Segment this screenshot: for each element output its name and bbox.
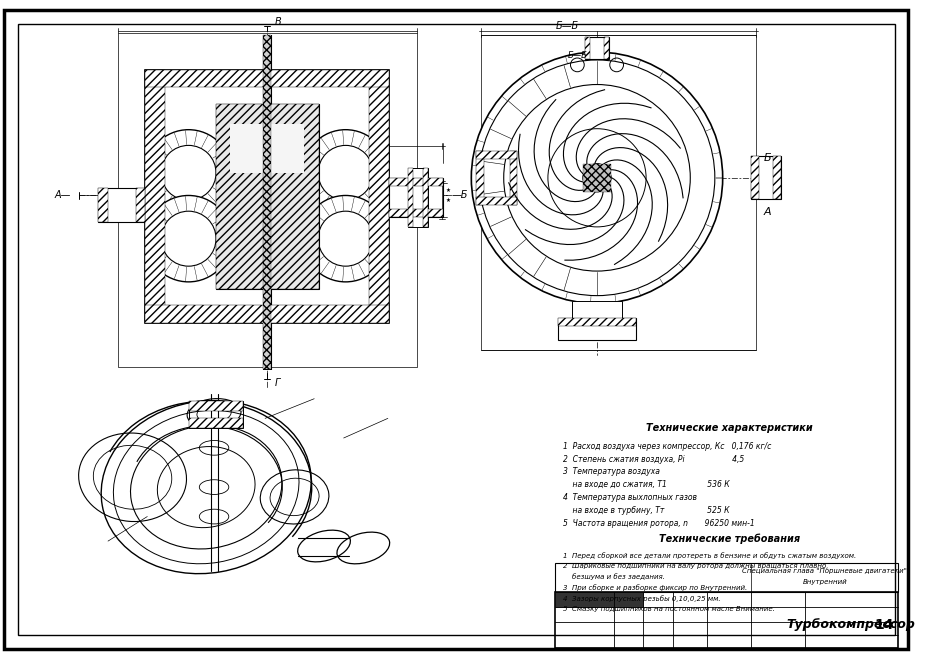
Text: Б: Б [763,153,771,163]
Bar [368,70,389,323]
Text: В: В [275,16,281,26]
Text: Б—Б: Б—Б [555,20,578,30]
Circle shape [161,146,216,200]
Bar [229,124,304,173]
Bar [389,178,443,186]
Text: 2  Степень сжатия воздуха, Pi                    4,5: 2 Степень сжатия воздуха, Pi 4,5 [562,455,743,464]
Bar [216,104,319,289]
Bar [423,168,428,227]
Text: безшума и без заедания.: безшума и без заедания. [562,573,664,581]
Bar [557,318,636,340]
Text: ★: ★ [445,198,450,203]
Text: 1  Расход воздуха через компрессор, Кс   0,176 кг/с: 1 Расход воздуха через компрессор, Кс 0,… [562,442,770,451]
Bar [188,401,242,411]
Bar [751,156,758,200]
Bar [476,152,517,159]
Text: 5  Смазку подшипников на постоянном масле Внимание.: 5 Смазку подшипников на постоянном масле… [562,606,774,612]
Circle shape [229,209,304,284]
Text: 3  Температура воздуха: 3 Температура воздуха [562,467,659,476]
Text: 14: 14 [873,617,893,631]
Bar [554,563,897,592]
Text: Турбокомпрессор: Турбокомпрессор [786,618,915,631]
Text: 4  Зазоры корпусных резьбы 0,10,0,25 мм.: 4 Зазоры корпусных резьбы 0,10,0,25 мм. [562,595,719,602]
Bar [98,188,145,222]
Text: Внутренний: Внутренний [802,579,846,585]
Bar [145,70,389,88]
Circle shape [470,52,722,304]
Circle shape [224,184,247,207]
Circle shape [317,211,373,266]
Circle shape [303,130,389,216]
Bar [145,70,165,323]
Circle shape [303,196,389,282]
Text: —Б: —Б [451,190,468,200]
Bar [263,36,271,369]
Bar [481,36,755,350]
Bar [476,198,517,206]
Text: 3  При сборке и разборке фиксир по Внутренний.: 3 При сборке и разборке фиксир по Внутре… [562,585,746,591]
Text: Технические характеристики: Технические характеристики [646,423,812,433]
Bar [585,38,589,59]
Text: 2  Шариковые подшипники на валу ротора должны вращаться плавно,: 2 Шариковые подшипники на валу ротора до… [562,563,827,569]
Bar [603,38,608,59]
Text: А—: А— [54,190,71,200]
Bar [554,592,897,648]
Text: ★: ★ [445,188,450,193]
Bar [572,301,621,318]
Bar [188,418,242,428]
Text: Специальная глава "Поршневые двигатели": Специальная глава "Поршневые двигатели" [741,567,907,573]
Text: А: А [763,207,771,217]
Bar [751,156,780,200]
Bar [476,152,517,206]
Text: на входе до сжатия, T1                 536 К: на входе до сжатия, T1 536 К [562,480,728,489]
Text: Г: Г [275,378,280,388]
Bar [557,318,636,326]
Bar [583,164,610,192]
Bar [263,36,271,369]
Circle shape [161,211,216,266]
Bar [135,188,145,222]
Bar [389,178,443,217]
Bar [145,305,389,323]
Bar [145,70,389,323]
Bar [408,168,413,227]
Text: 1  Перед сборкой все детали протереть в бензине и обдуть сжатым воздухом.: 1 Перед сборкой все детали протереть в б… [562,552,855,559]
Bar [585,38,608,59]
Bar [216,104,319,289]
Text: Б—Б: Б—Б [567,51,586,59]
Circle shape [145,196,231,282]
Bar [509,152,517,206]
Bar [408,168,428,227]
Circle shape [503,84,690,271]
Bar [554,592,613,607]
Circle shape [479,60,714,296]
Bar [772,156,780,200]
Text: 4  Температура выхлопных газов: 4 Температура выхлопных газов [562,493,696,502]
Bar [389,209,443,217]
Circle shape [317,146,373,200]
Bar [613,592,642,607]
Circle shape [145,130,231,216]
Text: 5  Частота вращения ротора, n       96250 мин-1: 5 Частота вращения ротора, n 96250 мин-1 [562,519,754,527]
Circle shape [548,129,645,227]
Circle shape [583,164,610,192]
Text: Технические требования: Технические требования [658,534,799,544]
Text: на входе в турбину, Тт                  525 К: на входе в турбину, Тт 525 К [562,505,728,515]
Bar [188,401,242,428]
Circle shape [229,111,304,186]
Bar [476,152,483,206]
Bar [98,188,108,222]
Bar [118,34,417,367]
